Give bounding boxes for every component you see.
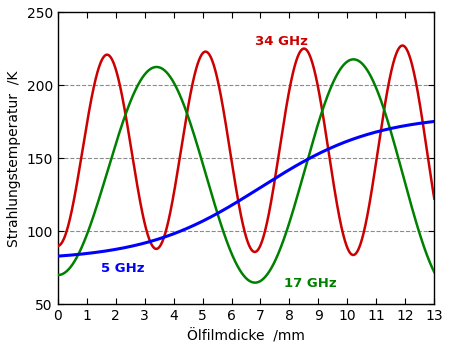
Y-axis label: Strahlungstemperatur  /K: Strahlungstemperatur /K xyxy=(7,70,21,246)
Text: 34 GHz: 34 GHz xyxy=(255,35,307,48)
Text: 5 GHz: 5 GHz xyxy=(101,262,145,275)
X-axis label: Ölfilmdicke  /mm: Ölfilmdicke /mm xyxy=(187,329,305,343)
Text: 17 GHz: 17 GHz xyxy=(284,277,336,290)
